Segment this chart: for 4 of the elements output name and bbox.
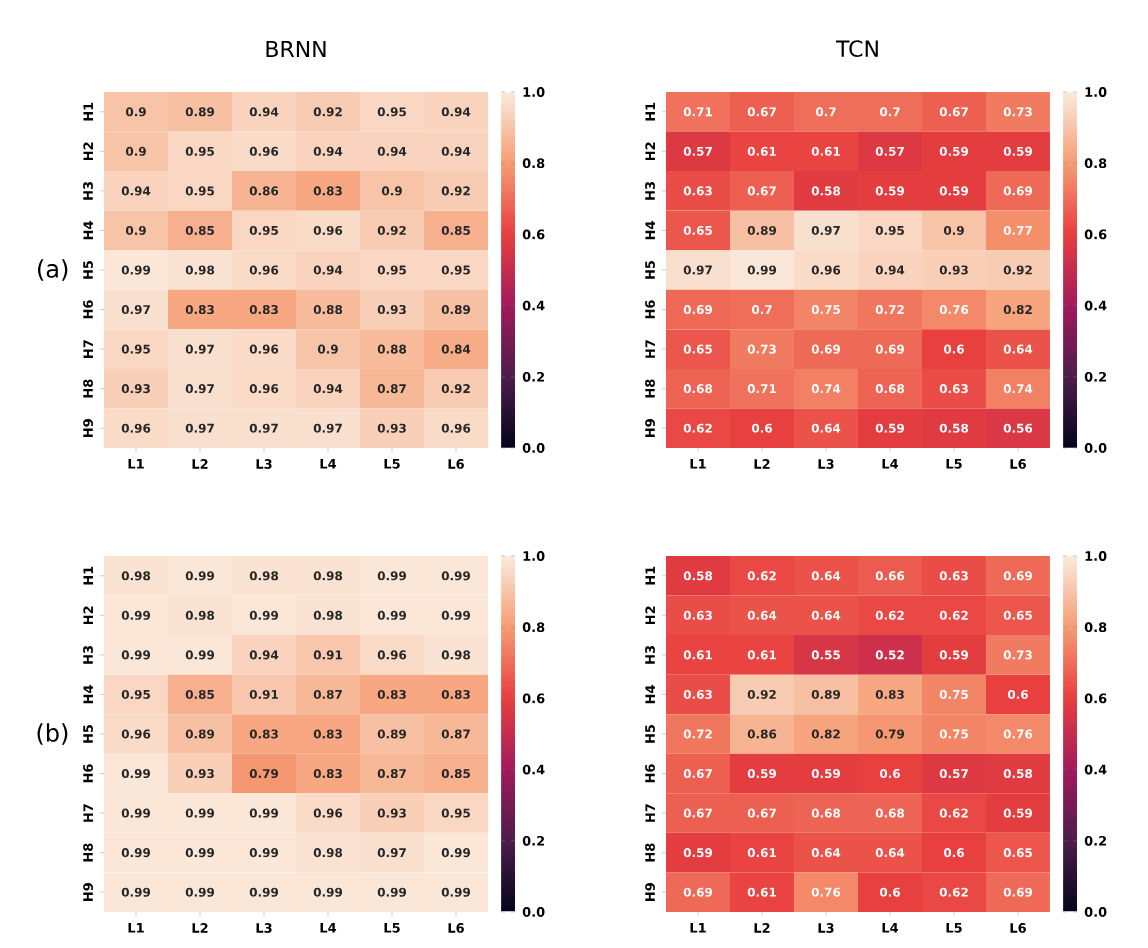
chart-title: BRNN: [266, 40, 326, 57]
y-axis-title: (b): [37, 723, 68, 745]
chart-title: TCN: [835, 40, 878, 57]
y-axis-title: (a): [38, 259, 68, 281]
